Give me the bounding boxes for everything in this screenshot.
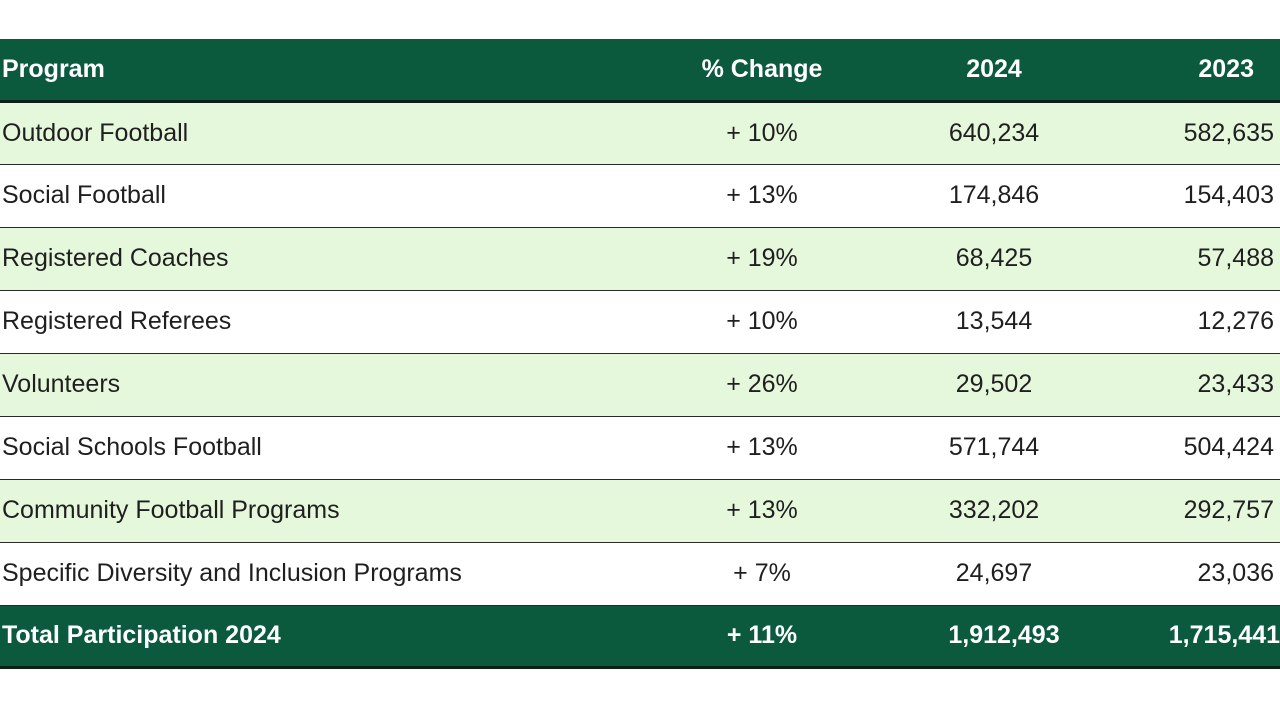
change-cell: + 13% [642, 416, 882, 480]
value-2023-cell: 292,757 [1106, 479, 1280, 543]
table-row: Specific Diversity and Inclusion Program… [0, 542, 1280, 606]
value-2023-cell: 504,424 [1106, 416, 1280, 480]
change-cell: + 13% [642, 164, 882, 228]
program-cell: Social Schools Football [0, 416, 642, 480]
table-row: Registered Referees + 10% 13,544 12,276 [0, 290, 1280, 354]
table-footer: Total Participation 2024 + 11% 1,912,493… [0, 605, 1280, 669]
table-body: Outdoor Football + 10% 640,234 582,635 S… [0, 101, 1280, 606]
value-2024-cell: 174,846 [882, 164, 1106, 228]
value-2024-cell: 24,697 [882, 542, 1106, 606]
total-2023: 1,715,441 [1106, 605, 1280, 669]
program-cell: Community Football Programs [0, 479, 642, 543]
value-2023-cell: 154,403 [1106, 164, 1280, 228]
value-2024-cell: 68,425 [882, 227, 1106, 291]
change-cell: + 13% [642, 479, 882, 543]
change-cell: + 26% [642, 353, 882, 417]
change-cell: + 19% [642, 227, 882, 291]
table-header: Program % Change 2024 2023 [0, 39, 1280, 103]
table-row: Social Football + 13% 174,846 154,403 [0, 164, 1280, 228]
table-row: Outdoor Football + 10% 640,234 582,635 [0, 101, 1280, 165]
table-row: Community Football Programs + 13% 332,20… [0, 479, 1280, 543]
total-label: Total Participation 2024 [0, 605, 642, 669]
total-row: Total Participation 2024 + 11% 1,912,493… [0, 605, 1280, 669]
program-cell: Outdoor Football [0, 101, 642, 165]
table-row: Volunteers + 26% 29,502 23,433 [0, 353, 1280, 417]
header-row: Program % Change 2024 2023 [0, 39, 1280, 103]
program-cell: Volunteers [0, 353, 642, 417]
value-2023-cell: 57,488 [1106, 227, 1280, 291]
table-row: Registered Coaches + 19% 68,425 57,488 [0, 227, 1280, 291]
table-row: Social Schools Football + 13% 571,744 50… [0, 416, 1280, 480]
total-change: + 11% [642, 605, 882, 669]
value-2024-cell: 571,744 [882, 416, 1106, 480]
value-2024-cell: 332,202 [882, 479, 1106, 543]
value-2023-cell: 12,276 [1106, 290, 1280, 354]
header-program: Program [0, 39, 642, 103]
program-cell: Registered Referees [0, 290, 642, 354]
value-2024-cell: 640,234 [882, 101, 1106, 165]
change-cell: + 7% [642, 542, 882, 606]
participation-table-container: Program % Change 2024 2023 Outdoor Footb… [0, 39, 1280, 669]
total-2024: 1,912,493 [882, 605, 1106, 669]
value-2024-cell: 13,544 [882, 290, 1106, 354]
header-change: % Change [642, 39, 882, 103]
value-2023-cell: 23,433 [1106, 353, 1280, 417]
program-cell: Specific Diversity and Inclusion Program… [0, 542, 642, 606]
value-2024-cell: 29,502 [882, 353, 1106, 417]
header-2023: 2023 [1106, 39, 1280, 103]
participation-table: Program % Change 2024 2023 Outdoor Footb… [0, 39, 1280, 669]
program-cell: Registered Coaches [0, 227, 642, 291]
value-2023-cell: 582,635 [1106, 101, 1280, 165]
program-cell: Social Football [0, 164, 642, 228]
value-2023-cell: 23,036 [1106, 542, 1280, 606]
change-cell: + 10% [642, 290, 882, 354]
header-2024: 2024 [882, 39, 1106, 103]
change-cell: + 10% [642, 101, 882, 165]
